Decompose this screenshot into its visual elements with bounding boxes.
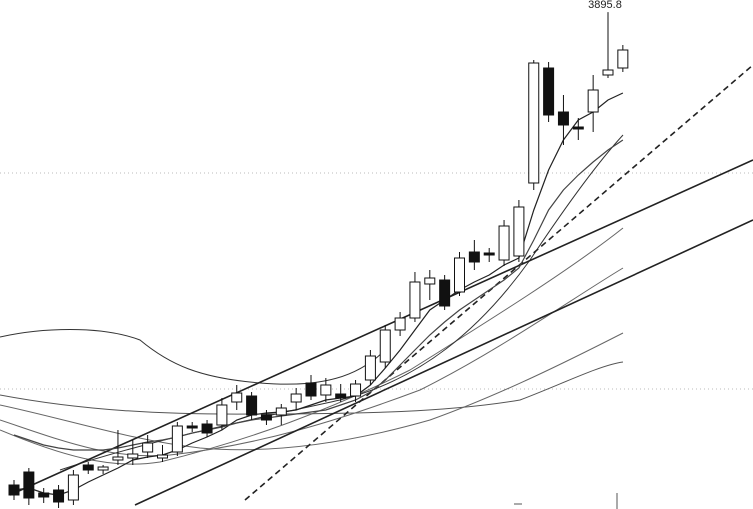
candles (8, 12, 629, 508)
candle-body (38, 492, 50, 498)
candle-body (409, 281, 421, 319)
candle-body (290, 393, 302, 403)
candle-body (543, 67, 555, 116)
candle-body (454, 257, 465, 293)
candle-body (246, 395, 258, 416)
ma-curve (0, 227, 624, 465)
candle-body (53, 489, 65, 503)
candle-body (67, 474, 79, 501)
candle-body (216, 404, 228, 426)
ma-curve (0, 267, 624, 457)
ma-curve (0, 332, 624, 451)
candle-body (97, 466, 109, 471)
candle-body (498, 225, 510, 261)
candle-body (201, 423, 213, 434)
trend-line (244, 64, 753, 501)
candle-body (171, 425, 183, 453)
ma-line (13, 139, 624, 451)
candle-body (483, 252, 495, 256)
background-lines (0, 64, 753, 509)
ma-curve (59, 134, 624, 471)
candle-body (275, 407, 287, 416)
trend-line (9, 159, 753, 496)
candle-body (617, 49, 629, 69)
candle-body (513, 206, 525, 257)
candle-body (157, 454, 168, 459)
candle-body (379, 329, 391, 363)
candle-body (572, 126, 584, 130)
candle-body (528, 62, 540, 184)
candle-body (602, 69, 614, 76)
candle-body (186, 425, 198, 429)
candle-body (305, 382, 317, 397)
candle-body (8, 484, 20, 496)
candle-body (468, 251, 480, 263)
trend-line (134, 219, 753, 506)
candle-body (364, 355, 376, 381)
band-curve (0, 329, 391, 385)
candle-body (394, 317, 406, 331)
candle-body (557, 111, 569, 126)
candle-body (424, 277, 436, 285)
candle-body (127, 453, 139, 459)
candle-body (260, 414, 272, 421)
candle-body (587, 89, 599, 113)
high-annotation: 3895.8 (588, 0, 622, 11)
candle-body (112, 456, 124, 461)
candle-body (439, 279, 451, 307)
candle-body (350, 383, 362, 397)
candle-body (231, 392, 243, 403)
candle-body (23, 471, 35, 499)
candle-body (320, 384, 332, 396)
candle-body (142, 442, 154, 453)
candle-body (82, 464, 94, 471)
candle-body (335, 393, 347, 399)
